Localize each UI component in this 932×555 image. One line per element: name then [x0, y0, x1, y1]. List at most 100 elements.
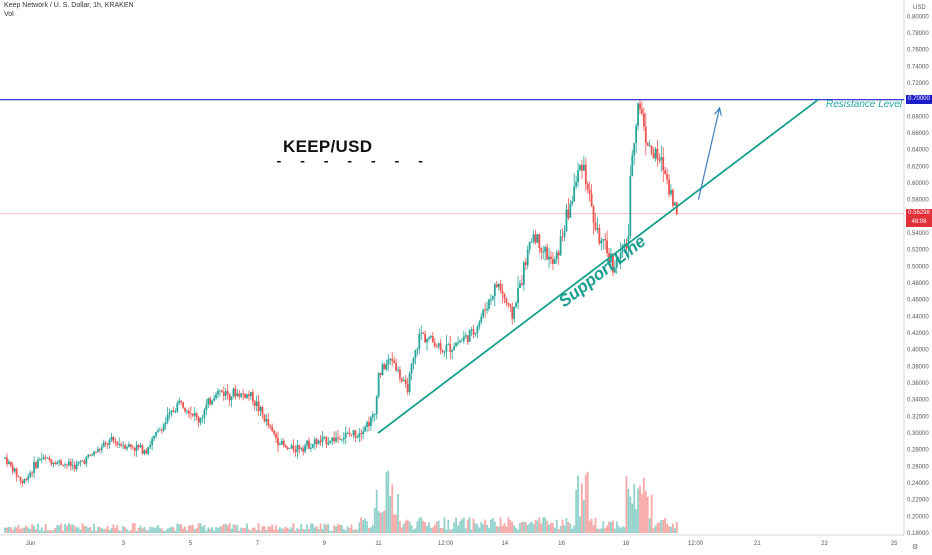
candle-body	[579, 165, 581, 170]
volume-bar	[302, 529, 304, 533]
candle-body	[109, 440, 111, 445]
volume-bar	[476, 524, 478, 533]
y-tick-label: 0.22000	[907, 498, 929, 504]
candle-body	[591, 194, 593, 206]
volume-bar	[436, 522, 438, 533]
candle-body	[597, 228, 599, 229]
candle-body	[124, 445, 126, 448]
candle-body	[291, 445, 293, 448]
volume-bar	[190, 525, 192, 533]
volume-bar	[231, 529, 233, 533]
volume-bar	[343, 529, 345, 533]
volume-bar	[277, 530, 279, 533]
volume-bar	[647, 497, 649, 533]
volume-bar	[223, 524, 225, 533]
volume-bar	[459, 521, 461, 533]
candle-body	[184, 408, 186, 412]
candle-body	[54, 463, 56, 464]
volume-bar	[339, 525, 341, 533]
volume-bar	[558, 529, 560, 533]
volume-bar	[591, 519, 593, 533]
candle-body	[374, 414, 376, 415]
volume-bar	[310, 523, 312, 533]
candle-body	[256, 402, 258, 406]
candle-body	[535, 234, 537, 242]
candle-body	[587, 184, 589, 189]
volume-bar	[426, 526, 428, 533]
candle-body	[64, 464, 66, 465]
volume-bar	[395, 515, 397, 533]
volume-bar	[213, 530, 215, 533]
volume-bar	[176, 523, 178, 533]
volume-bar	[54, 528, 56, 533]
candle-body	[136, 445, 138, 451]
candle-body	[122, 445, 124, 446]
volume-bar	[385, 472, 387, 533]
candle-body	[480, 317, 482, 322]
candle-body	[490, 299, 492, 300]
volume-bar	[567, 522, 569, 533]
volume-bar	[134, 523, 136, 533]
volume-bar	[579, 516, 581, 533]
candle-body	[70, 462, 72, 466]
volume-bar	[507, 517, 509, 533]
volume-bar	[107, 526, 109, 533]
candle-body	[385, 364, 387, 369]
volume-bar	[312, 524, 314, 533]
volume-bar	[236, 525, 238, 533]
volume-bar	[378, 511, 380, 533]
candle-body	[132, 446, 134, 447]
volume-bar	[122, 526, 124, 533]
volume-bar	[308, 529, 310, 533]
volume-bar	[252, 528, 254, 533]
candle-body	[300, 448, 302, 449]
candle-body	[519, 283, 521, 288]
x-tick-label: 25	[891, 541, 898, 547]
candle-body	[573, 186, 575, 201]
volume-bar	[140, 526, 142, 533]
candle-body	[600, 241, 602, 244]
candle-body	[639, 103, 641, 109]
volume-bar	[527, 525, 529, 533]
volume-bar	[513, 525, 515, 533]
volume-bar	[109, 530, 111, 533]
volume-bar	[430, 528, 432, 533]
candle-body	[128, 444, 130, 447]
volume-bar	[217, 528, 219, 533]
candle-body	[360, 433, 362, 434]
y-tick-label: 0.30000	[907, 431, 929, 437]
candle-body	[498, 284, 500, 287]
candle-body	[484, 310, 486, 311]
volume-bar	[155, 528, 157, 533]
y-tick-label: 0.34000	[907, 398, 929, 404]
candle-body	[411, 364, 413, 373]
candle-body	[459, 341, 461, 343]
volume-bar	[194, 529, 196, 533]
volume-bar	[393, 515, 395, 533]
candle-body	[35, 462, 37, 468]
volume-bar	[416, 521, 418, 533]
volume-bar	[45, 524, 47, 533]
volume-bar	[287, 528, 289, 533]
volume-bar	[517, 529, 519, 533]
candle-body	[416, 349, 418, 350]
volume-bar	[643, 478, 645, 533]
volume-bar	[449, 530, 451, 533]
candle-body	[368, 422, 370, 426]
candle-body	[209, 398, 211, 404]
symbol-header: Keep Network / U. S. Dollar, 1h, KRAKEN	[4, 2, 134, 9]
volume-bar	[509, 520, 511, 533]
volume-bar	[413, 530, 415, 533]
volume-bar	[295, 531, 297, 533]
candle-body	[306, 441, 308, 446]
y-tick-label: 0.74000	[907, 64, 929, 70]
candle-body	[533, 234, 535, 241]
volume-bar	[159, 528, 161, 533]
candle-body	[420, 333, 422, 334]
candle-body	[161, 430, 163, 431]
volume-bar	[475, 523, 477, 533]
volume-bar	[635, 509, 637, 533]
candle-body	[99, 449, 101, 450]
